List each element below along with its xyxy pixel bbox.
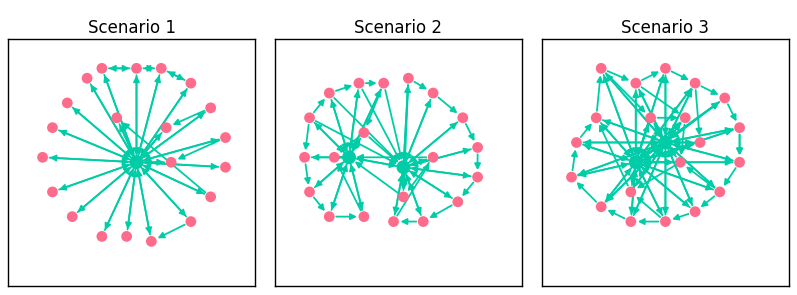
Point — [96, 66, 108, 71]
Point — [46, 125, 59, 130]
Point — [590, 115, 603, 120]
Point — [328, 155, 340, 160]
Point — [155, 66, 167, 71]
Point — [387, 219, 400, 224]
Point — [323, 214, 336, 219]
Point — [303, 115, 316, 120]
Point — [426, 155, 439, 160]
Point — [96, 234, 108, 239]
Point — [358, 214, 371, 219]
Point — [689, 209, 701, 214]
Title: Scenario 1: Scenario 1 — [88, 19, 175, 37]
Point — [659, 219, 672, 224]
Point — [625, 190, 638, 194]
Point — [674, 160, 687, 165]
Point — [343, 155, 355, 160]
Point — [303, 190, 316, 194]
Point — [733, 125, 746, 130]
Point — [36, 155, 49, 160]
Point — [145, 239, 158, 244]
Point — [625, 219, 638, 224]
Point — [61, 101, 73, 105]
Point — [397, 165, 410, 170]
Point — [120, 234, 133, 239]
Point — [352, 81, 365, 86]
Point — [570, 140, 583, 145]
Point — [689, 81, 701, 86]
Point — [298, 155, 311, 160]
Point — [457, 115, 469, 120]
Point — [595, 204, 607, 209]
Point — [630, 160, 642, 165]
Point — [80, 76, 93, 81]
Point — [358, 130, 371, 135]
Point — [693, 140, 706, 145]
Point — [397, 194, 410, 199]
Point — [402, 76, 414, 81]
Point — [184, 219, 197, 224]
Point — [595, 66, 607, 71]
Point — [130, 66, 143, 71]
Point — [159, 125, 172, 130]
Point — [471, 145, 484, 150]
Point — [659, 140, 672, 145]
Point — [718, 96, 731, 100]
Title: Scenario 3: Scenario 3 — [622, 19, 709, 37]
Point — [323, 91, 336, 95]
Point — [219, 165, 232, 170]
Title: Scenario 2: Scenario 2 — [355, 19, 442, 37]
Point — [184, 81, 197, 86]
Point — [733, 160, 746, 165]
Point — [659, 66, 672, 71]
Point — [565, 175, 578, 179]
Point — [644, 115, 657, 120]
Point — [713, 190, 726, 194]
Point — [377, 81, 390, 86]
Point — [451, 199, 464, 204]
Point — [66, 214, 79, 219]
Point — [204, 194, 217, 199]
Point — [471, 175, 484, 179]
Point — [630, 81, 642, 86]
Point — [204, 106, 217, 110]
Point — [417, 219, 430, 224]
Point — [110, 115, 123, 120]
Point — [165, 160, 178, 165]
Point — [219, 135, 232, 140]
Point — [426, 91, 439, 95]
Point — [679, 115, 692, 120]
Point — [46, 190, 59, 194]
Point — [130, 160, 143, 165]
